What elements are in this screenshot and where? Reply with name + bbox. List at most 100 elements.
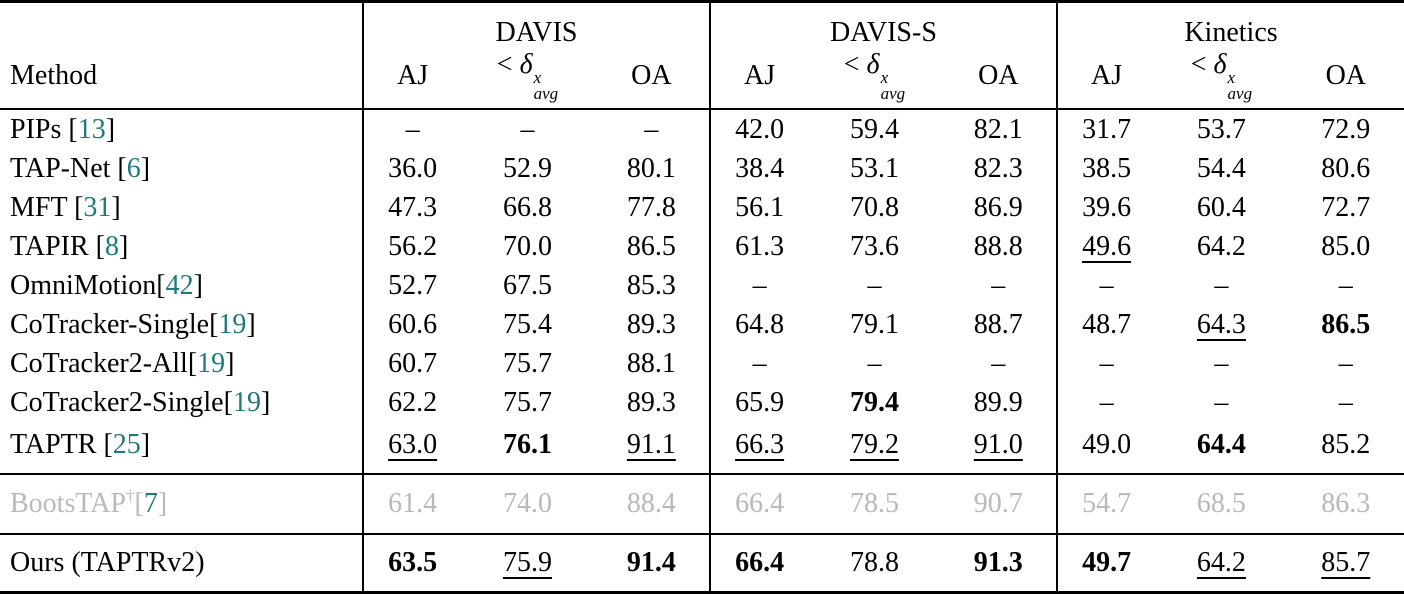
value-cell: 89.9 <box>973 386 1023 418</box>
citation-link[interactable]: 13 <box>77 113 106 145</box>
citation-link[interactable]: 31 <box>83 191 112 223</box>
value-cell: 75.7 <box>502 347 552 379</box>
column-header-oa: OA <box>1287 49 1404 111</box>
method-cell: OmniMotion[42] <box>0 266 363 305</box>
value-cell: 38.5 <box>1055 149 1156 189</box>
value-cell: 54.7 <box>1055 474 1156 536</box>
value-cell: – <box>708 344 809 384</box>
value-cell: 49.6 <box>1055 227 1156 267</box>
group-header-kinetics: Kinetics <box>1055 1 1404 49</box>
value-cell: 91.1 <box>593 422 710 476</box>
method-name: BootsTAP <box>10 488 127 520</box>
method-cell: Ours (TAPTRv2) <box>0 534 363 593</box>
value-cell: – <box>1055 266 1156 306</box>
method-name: CoTracker-Single <box>10 308 210 340</box>
value-cell: 74.0 <box>461 474 594 536</box>
citation-bracket-open: [ <box>223 386 233 418</box>
value-cell: 72.7 <box>1321 191 1371 223</box>
citation-bracket-open: [ <box>68 113 78 145</box>
value-cell: 64.2 <box>1196 547 1246 579</box>
value-cell: 60.4 <box>1196 191 1246 223</box>
value-cell: – <box>1055 344 1156 384</box>
delta-subscript: avg <box>533 84 559 104</box>
value-cell: 73.6 <box>849 230 899 262</box>
table-header: DAVIS DAVIS-S Kinetics Method AJ < δ x avg … <box>0 1 1404 111</box>
table-row: MFT [31] 47.3 66.8 77.8 56.1 70.8 86.9 39.6 60.4… <box>0 188 1404 228</box>
citation-bracket-open: [ <box>74 191 84 223</box>
column-header-aj: AJ <box>362 49 462 111</box>
method-name: PIPs <box>10 113 69 145</box>
delta-subscript: avg <box>880 84 906 104</box>
column-header-oa: OA <box>593 49 710 111</box>
value-cell: – <box>1338 347 1353 379</box>
value-cell: 88.7 <box>973 308 1023 340</box>
delta-symbol: δ <box>1213 49 1227 80</box>
delta-symbol: δ <box>866 49 880 80</box>
metric-header-row: Method AJ < δ x avg OA AJ < δ x avg OA AJ < δ x a… <box>0 49 1404 111</box>
value-cell: – <box>1338 269 1353 301</box>
value-cell: 88.4 <box>593 474 710 536</box>
method-cell: PIPs [13] <box>0 109 363 149</box>
citation-link[interactable]: 7 <box>143 488 158 520</box>
column-header-delta: < δ x avg <box>461 49 594 111</box>
group-header-davis: DAVIS <box>362 1 710 49</box>
citation-link[interactable]: 8 <box>104 230 119 262</box>
value-cell: 62.2 <box>362 383 462 423</box>
value-cell: 49.7 <box>1055 534 1156 593</box>
column-header-method: Method <box>0 49 364 111</box>
column-header-aj: AJ <box>1055 49 1156 111</box>
value-cell: 82.3 <box>973 152 1023 184</box>
citation-link[interactable]: 19 <box>218 308 247 340</box>
citation-bracket-open: [ <box>103 428 113 460</box>
value-cell: 85.7 <box>1321 547 1371 579</box>
method-name: MFT <box>10 191 75 223</box>
value-cell: – <box>520 113 535 145</box>
group-header-davis-s: DAVIS-S <box>708 1 1057 49</box>
method-cell: CoTracker-Single[19] <box>0 305 363 344</box>
value-cell: 64.8 <box>708 305 809 345</box>
method-cell: CoTracker2-All[19] <box>0 344 363 383</box>
method-cell: TAPIR [8] <box>0 227 363 266</box>
value-cell: 91.0 <box>940 422 1057 476</box>
method-cell: CoTracker2-Single[19] <box>0 383 363 422</box>
citation-link[interactable]: 25 <box>112 428 141 460</box>
value-cell: 60.6 <box>362 305 462 345</box>
citation-bracket-open: [ <box>156 269 166 301</box>
table-row: TAPIR [8] 56.2 70.0 86.5 61.3 73.6 88.8 49.6 64.… <box>0 227 1404 267</box>
citation-link[interactable]: 19 <box>197 347 226 379</box>
citation-link[interactable]: 19 <box>232 386 261 418</box>
table-row: TAP-Net [6] 36.0 52.9 80.1 38.4 53.1 82.3 38.5 5… <box>0 149 1404 189</box>
table-row: Ours (TAPTRv2) 63.5 75.9 91.4 66.4 78.8 91.3 49… <box>0 534 1404 593</box>
value-cell: 64.2 <box>1196 230 1246 262</box>
table-row: CoTracker-Single[19] 60.6 75.4 89.3 64.8 79.1… <box>0 305 1404 345</box>
less-than-sign: < <box>843 49 860 80</box>
delta-symbol: δ <box>519 49 533 80</box>
value-cell: 60.7 <box>362 344 462 384</box>
method-cell: TAP-Net [6] <box>0 149 363 188</box>
value-cell: 85.0 <box>1321 230 1371 262</box>
column-header-delta: < δ x avg <box>1155 49 1288 111</box>
method-name: TAPIR <box>10 230 96 262</box>
value-cell: 52.9 <box>502 152 552 184</box>
value-cell: 86.9 <box>973 191 1023 223</box>
table-body-pretrained: BootsTAP†[7] 61.4 74.0 88.4 66.4 78.5 90.7 54.7… <box>0 474 1404 536</box>
value-cell: 64.3 <box>1196 308 1246 340</box>
value-cell: – <box>708 266 809 306</box>
value-cell: 76.1 <box>461 422 594 476</box>
column-header-oa: OA <box>940 49 1057 111</box>
value-cell: 89.3 <box>626 308 676 340</box>
value-cell: 70.0 <box>502 230 552 262</box>
value-cell: 66.4 <box>708 474 809 536</box>
value-cell: 88.8 <box>973 230 1023 262</box>
value-cell: 61.3 <box>708 227 809 267</box>
method-cell: BootsTAP†[7] <box>0 474 364 536</box>
value-cell: – <box>867 347 882 379</box>
delta-superscript: x <box>533 68 542 87</box>
citation-link[interactable]: 6 <box>126 152 141 184</box>
value-cell: 65.9 <box>708 383 809 423</box>
value-cell: 77.8 <box>626 191 676 223</box>
delta-supsub: x avg <box>880 69 906 104</box>
citation-link[interactable]: 42 <box>165 269 194 301</box>
citation-bracket-open: [ <box>95 230 105 262</box>
